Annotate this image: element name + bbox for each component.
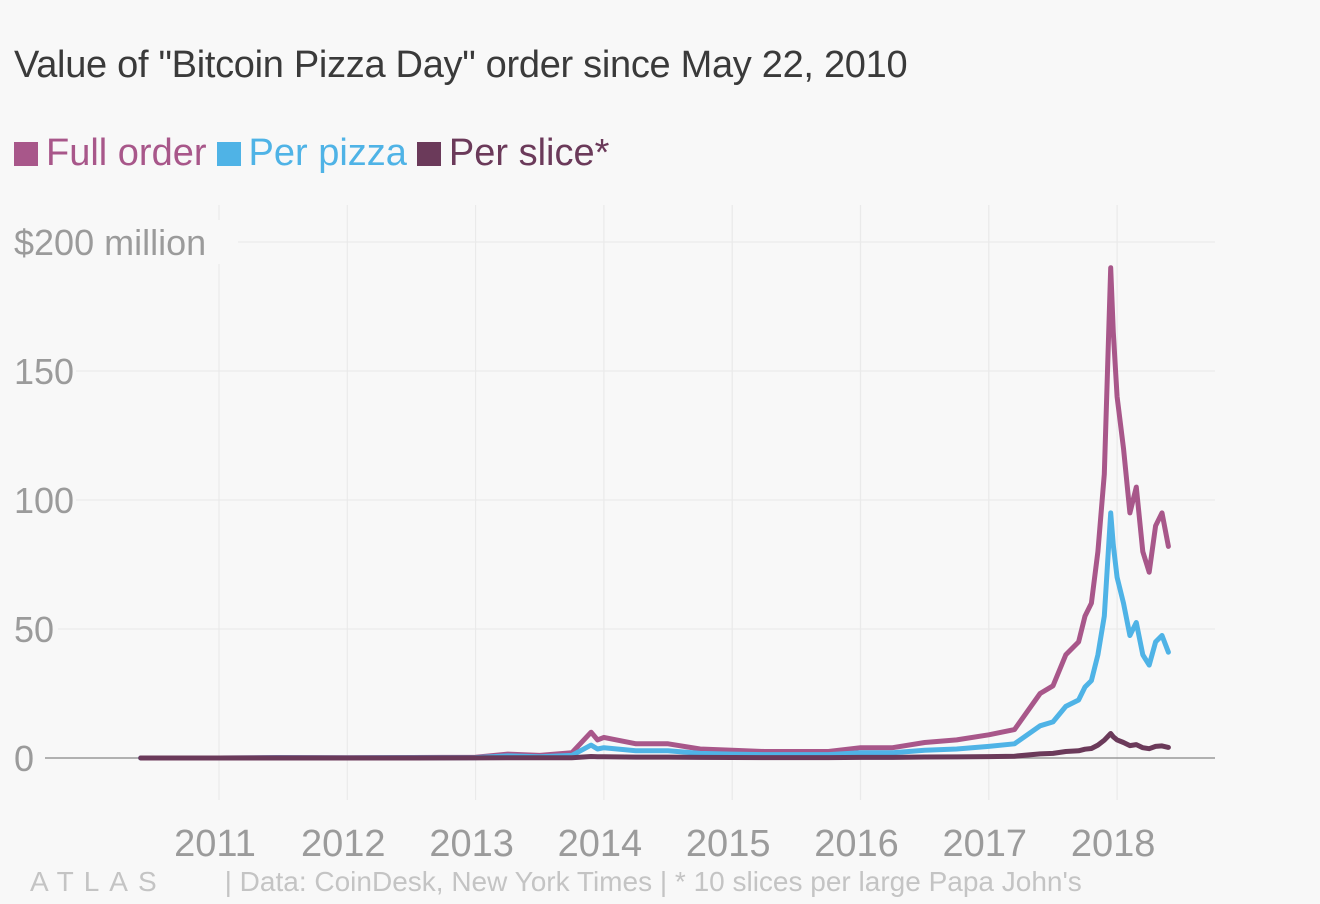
y-tick-label-0: 0 <box>14 738 34 779</box>
legend-item-per-pizza: Per pizza <box>216 132 407 175</box>
y-tick-label-bg-100 <box>10 478 76 522</box>
y-tick-label-50: 50 <box>14 609 54 650</box>
y-tick-label-150: 150 <box>14 351 74 392</box>
legend-swatch-per-pizza <box>216 141 241 166</box>
legend-item-full-order: Full order <box>14 132 207 175</box>
source-note: | Data: CoinDesk, New York Times | * 10 … <box>224 866 1082 897</box>
legend-swatch-full-order <box>14 141 38 166</box>
y-tick-label-bg-150 <box>10 349 76 393</box>
x-tick-label-2013: 2013 <box>429 823 514 865</box>
y-tick-label-bg-200 <box>10 220 238 264</box>
legend: Full order Per pizza Per slice* <box>14 132 619 175</box>
atlas-logo: ATLAS <box>30 866 167 897</box>
x-tick-label-2018: 2018 <box>1071 823 1156 865</box>
y-tick-label-200: $200 million <box>14 222 206 263</box>
x-tick-label-2014: 2014 <box>558 823 643 865</box>
series-line-per-pizza <box>138 510 1171 761</box>
legend-label-full-order: Full order <box>46 132 207 174</box>
x-tick-label-2016: 2016 <box>814 823 899 865</box>
y-tick-label-bg-50 <box>10 607 58 651</box>
y-tick-label-bg-0 <box>10 736 40 780</box>
legend-label-per-pizza: Per pizza <box>248 132 407 174</box>
legend-swatch-per-slice <box>416 141 441 166</box>
legend-item-per-slice: Per slice* <box>416 132 610 175</box>
x-tick-label-2015: 2015 <box>686 823 771 865</box>
x-tick-label-2012: 2012 <box>301 823 386 865</box>
chart-title: Value of "Bitcoin Pizza Day" order since… <box>14 44 908 86</box>
x-tick-label-2011: 2011 <box>174 823 256 865</box>
series-line-full-order <box>138 265 1171 761</box>
x-tick-label-2017: 2017 <box>943 823 1028 865</box>
y-tick-label-100: 100 <box>14 480 74 521</box>
legend-label-per-slice: Per slice* <box>448 132 610 174</box>
footer: ATLAS | Data: CoinDesk, New York Times |… <box>30 866 1082 898</box>
series-line-per-slice <box>138 731 1171 761</box>
